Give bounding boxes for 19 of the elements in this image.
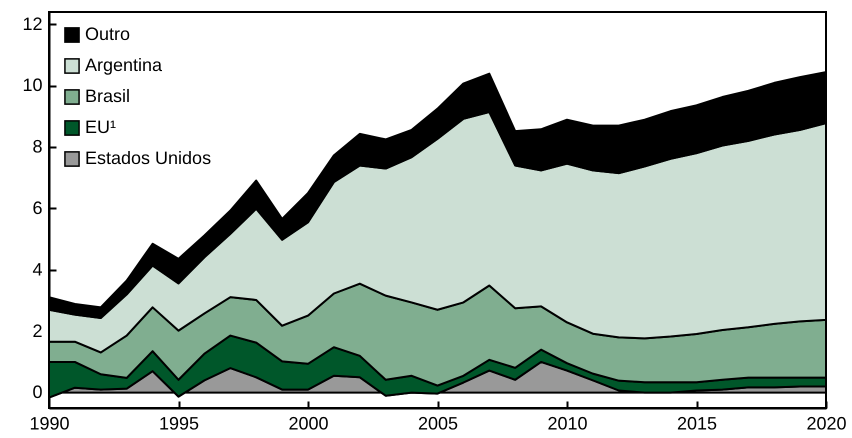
legend-label: Estados Unidos — [85, 148, 212, 168]
y-tick-label: 0 — [32, 382, 42, 402]
x-tick-label: 2015 — [676, 414, 718, 434]
y-tick-label: 6 — [32, 198, 42, 218]
legend-label: EU¹ — [85, 117, 116, 137]
y-tick-label: 10 — [22, 75, 42, 96]
y-tick-label: 12 — [22, 14, 42, 34]
x-tick-label: 2010 — [547, 414, 588, 434]
legend-label: Brasil — [85, 86, 130, 106]
y-tick-label: 8 — [32, 136, 42, 157]
x-tick-label: 2000 — [288, 414, 329, 434]
y-tick-label: 4 — [32, 259, 42, 280]
x-tick-label: 2005 — [418, 414, 458, 434]
legend-label: Argentina — [85, 55, 164, 75]
x-tick-label: 2020 — [806, 414, 847, 434]
legend-label: Outro — [85, 24, 130, 44]
x-tick-label: 1990 — [29, 414, 70, 434]
x-tick-label: 1995 — [158, 414, 200, 434]
y-tick-label: 2 — [32, 320, 42, 341]
